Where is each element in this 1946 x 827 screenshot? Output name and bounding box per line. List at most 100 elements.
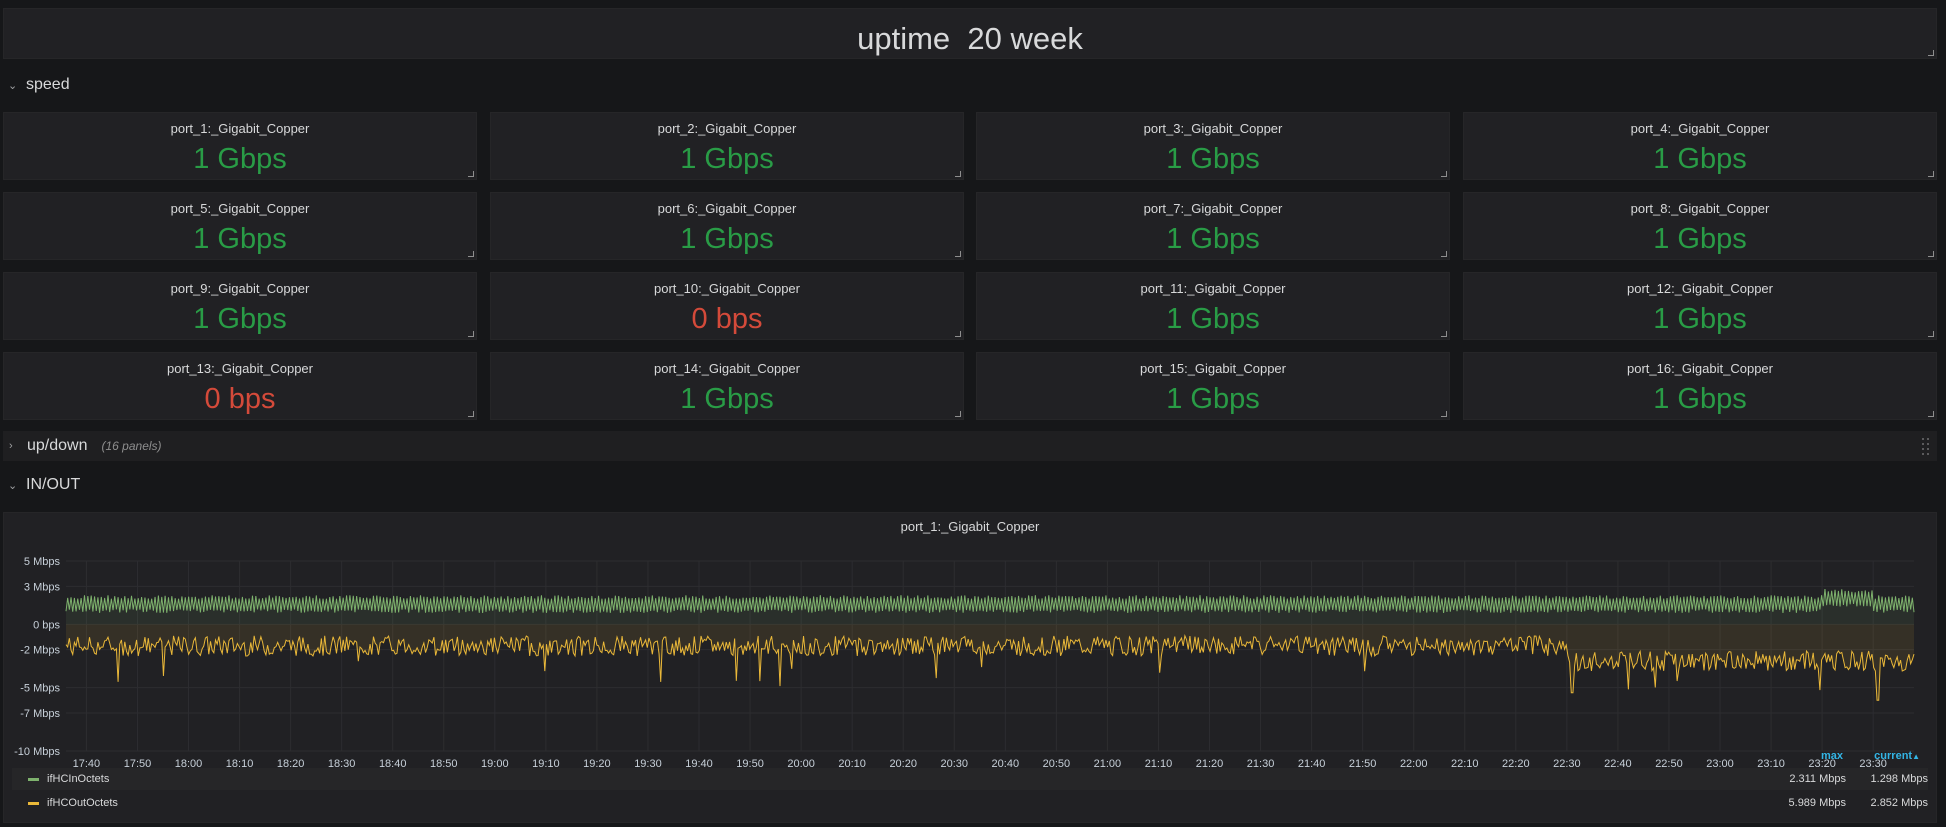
resize-handle-icon[interactable] xyxy=(468,171,474,177)
resize-handle-icon[interactable] xyxy=(1928,411,1934,417)
legend-header-current[interactable]: current▲ xyxy=(1874,750,1920,762)
resize-handle-icon[interactable] xyxy=(468,411,474,417)
uptime-label: uptime xyxy=(857,21,951,56)
stat-panel-port-16: port_16:_Gigabit_Copper 1 Gbps xyxy=(1463,352,1937,420)
stat-panel-port-2: port_2:_Gigabit_Copper 1 Gbps xyxy=(490,112,964,180)
stat-panel-title: port_2:_Gigabit_Copper xyxy=(657,121,797,136)
resize-handle-icon[interactable] xyxy=(1441,171,1447,177)
x-tick-label: 18:20 xyxy=(277,758,305,770)
resize-handle-icon[interactable] xyxy=(1928,171,1934,177)
y-tick-label: -10 Mbps xyxy=(14,746,60,758)
sort-asc-icon: ▲ xyxy=(1912,752,1920,761)
x-tick-label: 22:30 xyxy=(1553,758,1581,770)
stat-panel-title: port_1:_Gigabit_Copper xyxy=(170,121,310,136)
x-tick-label: 22:40 xyxy=(1604,758,1632,770)
stat-panel-value: 1 Gbps xyxy=(193,223,287,255)
stat-panel-title: port_11:_Gigabit_Copper xyxy=(1140,281,1286,296)
stat-panel-value: 1 Gbps xyxy=(1166,303,1260,335)
stat-panel-value: 1 Gbps xyxy=(1653,223,1747,255)
resize-handle-icon[interactable] xyxy=(955,251,961,257)
chevron-right-icon: › xyxy=(9,440,13,452)
legend-current-value: 1.298 Mbps xyxy=(1870,773,1928,785)
stat-panel-port-4: port_4:_Gigabit_Copper 1 Gbps xyxy=(1463,112,1937,180)
x-tick-label: 18:10 xyxy=(226,758,254,770)
legend-max-value: 2.311 Mbps xyxy=(1789,773,1846,785)
y-tick-label: -5 Mbps xyxy=(20,683,60,695)
x-tick-label: 20:40 xyxy=(992,758,1020,770)
x-tick-label: 19:10 xyxy=(532,758,560,770)
stat-panel-title: port_7:_Gigabit_Copper xyxy=(1143,201,1283,216)
stat-panel-title: port_10:_Gigabit_Copper xyxy=(654,281,800,296)
stat-panel-value: 1 Gbps xyxy=(193,143,287,175)
x-tick-label: 21:00 xyxy=(1094,758,1122,770)
legend-item-ifHCInOctets[interactable]: ifHCInOctets 2.311 Mbps 1.298 Mbps xyxy=(12,768,1928,790)
stat-panel-port-9: port_9:_Gigabit_Copper 1 Gbps xyxy=(3,272,477,340)
row-updown[interactable]: › up/down (16 panels) xyxy=(3,431,1937,461)
legend-swatch xyxy=(28,801,39,805)
resize-handle-icon[interactable] xyxy=(468,331,474,337)
resize-handle-icon[interactable] xyxy=(1441,411,1447,417)
resize-handle-icon[interactable] xyxy=(1441,331,1447,337)
resize-handle-icon[interactable] xyxy=(1928,251,1934,257)
x-tick-label: 20:30 xyxy=(940,758,968,770)
y-tick-label: -2 Mbps xyxy=(20,645,60,657)
stat-panel-port-8: port_8:_Gigabit_Copper 1 Gbps xyxy=(1463,192,1937,260)
row-updown-title-wrap: › up/down (16 panels) xyxy=(9,437,162,455)
x-tick-label: 21:10 xyxy=(1145,758,1173,770)
uptime-value-text: uptime 20 week xyxy=(4,21,1936,57)
stat-panel-value: 0 bps xyxy=(204,383,276,415)
resize-handle-icon[interactable] xyxy=(955,171,961,177)
stat-panel-title: port_16:_Gigabit_Copper xyxy=(1627,361,1773,376)
resize-handle-icon[interactable] xyxy=(955,331,961,337)
resize-handle-icon[interactable] xyxy=(1928,50,1934,56)
x-tick-label: 21:20 xyxy=(1196,758,1224,770)
drag-handle-icon[interactable] xyxy=(1921,436,1931,456)
stat-panel-port-13: port_13:_Gigabit_Copper 0 bps xyxy=(3,352,477,420)
series-area-ifHCOutOctets xyxy=(66,624,1914,701)
x-tick-label: 17:40 xyxy=(73,758,101,770)
x-tick-label: 21:50 xyxy=(1349,758,1377,770)
stat-panel-title: port_14:_Gigabit_Copper xyxy=(654,361,800,376)
x-tick-label: 19:30 xyxy=(634,758,662,770)
x-tick-label: 20:50 xyxy=(1043,758,1071,770)
row-updown-title: up/down xyxy=(27,437,88,454)
legend-item-ifHCOutOctets[interactable]: ifHCOutOctets 5.989 Mbps 2.852 Mbps xyxy=(12,792,1928,814)
legend-max-value: 5.989 Mbps xyxy=(1788,797,1846,809)
x-tick-label: 23:20 xyxy=(1808,758,1836,770)
row-speed[interactable]: ⌄ speed xyxy=(8,76,70,94)
stat-panel-port-1: port_1:_Gigabit_Copper 1 Gbps xyxy=(3,112,477,180)
stat-panel-value: 1 Gbps xyxy=(1653,303,1747,335)
row-inout[interactable]: ⌄ IN/OUT xyxy=(8,476,80,494)
stat-panel-value: 1 Gbps xyxy=(1166,383,1260,415)
x-tick-label: 23:00 xyxy=(1706,758,1734,770)
legend-header-max[interactable]: max xyxy=(1820,750,1843,762)
row-speed-title: speed xyxy=(26,76,70,93)
uptime-value: 20 week xyxy=(967,21,1083,56)
legend-swatch xyxy=(28,777,39,781)
x-tick-label: 19:00 xyxy=(481,758,509,770)
stat-panel-value: 1 Gbps xyxy=(1653,143,1747,175)
stat-panel-port-14: port_14:_Gigabit_Copper 1 Gbps xyxy=(490,352,964,420)
stat-panel-title: port_4:_Gigabit_Copper xyxy=(1630,121,1770,136)
resize-handle-icon[interactable] xyxy=(468,251,474,257)
y-tick-label: -7 Mbps xyxy=(20,708,60,720)
stat-panel-value: 0 bps xyxy=(691,303,763,335)
x-tick-label: 23:30 xyxy=(1859,758,1887,770)
x-tick-label: 17:50 xyxy=(124,758,152,770)
x-tick-label: 22:50 xyxy=(1655,758,1683,770)
stat-panel-title: port_5:_Gigabit_Copper xyxy=(170,201,310,216)
stat-panel-value: 1 Gbps xyxy=(1653,383,1747,415)
x-tick-label: 20:00 xyxy=(787,758,815,770)
resize-handle-icon[interactable] xyxy=(1441,251,1447,257)
inout-chart[interactable]: 5 Mbps 3 Mbps 0 bps -2 Mbps -5 Mbps -7 Mbps -1… xyxy=(4,543,1936,778)
stat-panel-port-12: port_12:_Gigabit_Copper 1 Gbps xyxy=(1463,272,1937,340)
x-tick-label: 22:00 xyxy=(1400,758,1428,770)
x-tick-label: 20:20 xyxy=(889,758,917,770)
resize-handle-icon[interactable] xyxy=(955,411,961,417)
stat-panel-title: port_9:_Gigabit_Copper xyxy=(170,281,310,296)
chevron-down-icon: ⌄ xyxy=(8,479,18,492)
stat-panel-port-6: port_6:_Gigabit_Copper 1 Gbps xyxy=(490,192,964,260)
uptime-panel: uptime 20 week xyxy=(3,8,1937,59)
stat-panel-title: port_13:_Gigabit_Copper xyxy=(167,361,313,376)
resize-handle-icon[interactable] xyxy=(1928,331,1934,337)
